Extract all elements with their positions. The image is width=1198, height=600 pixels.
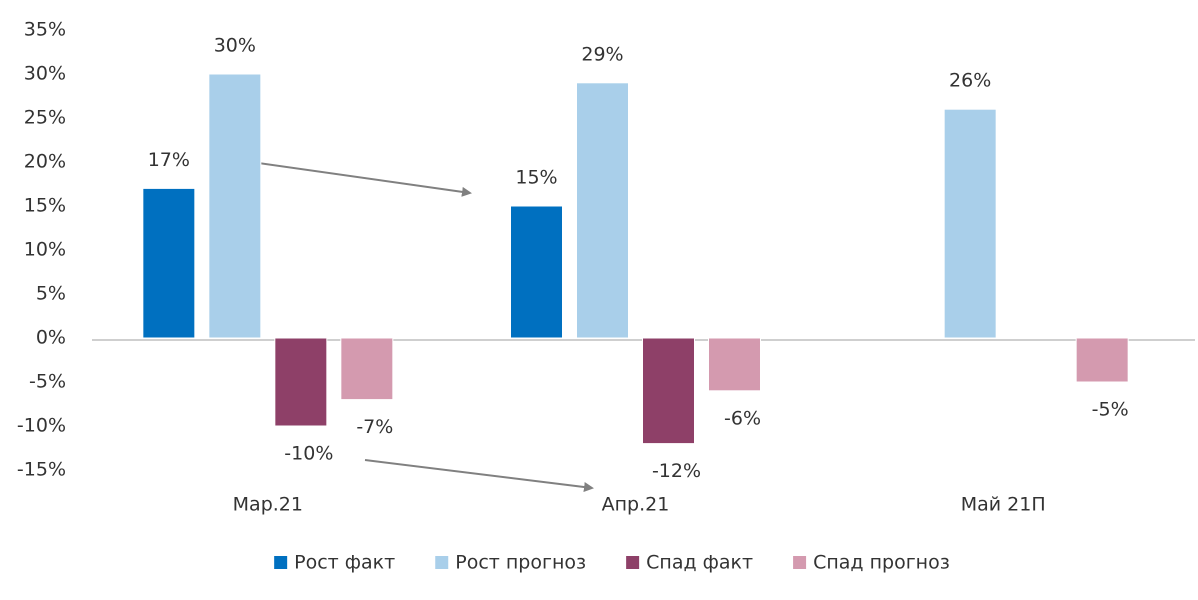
x-tick-label: Апр.21: [602, 494, 670, 516]
trend-arrow: [236, 159, 472, 197]
bar: [510, 205, 563, 339]
legend-label: Рост факт: [294, 552, 395, 574]
y-tick-label: -15%: [17, 459, 66, 481]
data-label: 15%: [515, 167, 557, 189]
data-label: -12%: [652, 460, 701, 482]
legend-label: Спад факт: [646, 552, 753, 574]
legend-swatch: [626, 556, 640, 569]
bar: [274, 337, 328, 427]
y-tick-label: 10%: [24, 239, 66, 261]
y-tick-label: 5%: [36, 283, 66, 305]
legend-swatch: [274, 556, 288, 569]
x-tick-label: Мар.21: [233, 494, 303, 516]
bar: [642, 337, 695, 445]
data-label: 17%: [148, 149, 190, 171]
legend-swatch: [435, 556, 449, 569]
x-tick-label: Май 21П: [961, 494, 1046, 516]
y-tick-label: 0%: [36, 327, 66, 349]
y-tick-label: -5%: [29, 371, 66, 393]
bar: [943, 108, 997, 339]
y-tick-label: 20%: [24, 151, 66, 173]
data-label: -7%: [356, 416, 393, 438]
bar: [708, 337, 761, 392]
y-tick-label: -10%: [17, 415, 66, 437]
bar: [576, 82, 629, 339]
legend-label: Рост прогноз: [455, 552, 586, 574]
trend-arrow: [364, 459, 594, 492]
bar: [142, 187, 196, 339]
data-label: 26%: [949, 70, 991, 92]
y-tick-label: 25%: [24, 107, 66, 129]
data-label: -10%: [284, 443, 333, 465]
data-label: -5%: [1092, 399, 1129, 421]
y-tick-label: 15%: [24, 195, 66, 217]
bar: [208, 73, 262, 339]
data-label: 29%: [581, 43, 623, 65]
data-label: 30%: [214, 35, 256, 57]
legend-label: Спад прогноз: [813, 552, 950, 574]
y-tick-label: 35%: [24, 19, 66, 41]
bar: [340, 337, 394, 401]
bar: [1075, 337, 1129, 383]
legend-swatch: [793, 556, 807, 569]
data-label: -6%: [724, 407, 761, 429]
y-tick-label: 30%: [24, 63, 66, 85]
